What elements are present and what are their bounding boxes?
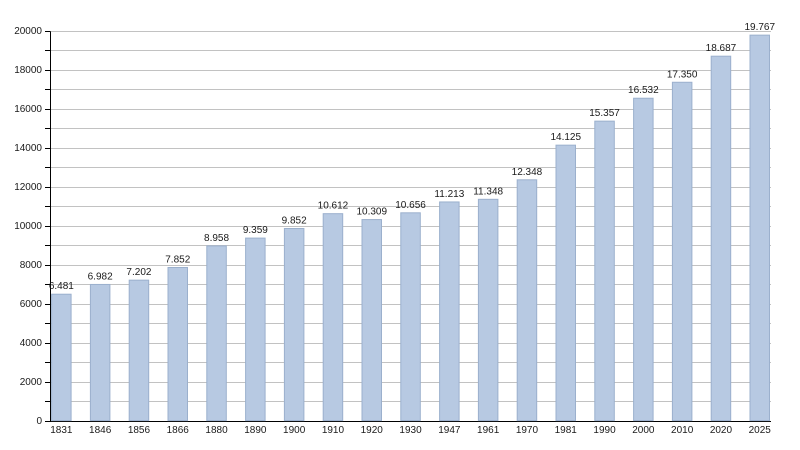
- svg-text:6.982: 6.982: [88, 272, 113, 283]
- svg-text:15.357: 15.357: [589, 108, 620, 119]
- svg-text:1930: 1930: [399, 425, 422, 436]
- svg-text:20000: 20000: [14, 26, 42, 37]
- svg-text:16000: 16000: [14, 104, 42, 115]
- svg-text:18000: 18000: [14, 65, 42, 76]
- svg-text:12.348: 12.348: [512, 167, 543, 178]
- svg-text:19.767: 19.767: [744, 22, 775, 33]
- svg-text:1961: 1961: [477, 425, 500, 436]
- svg-text:2025: 2025: [749, 425, 772, 436]
- svg-text:9.359: 9.359: [243, 225, 268, 236]
- svg-text:6000: 6000: [20, 299, 43, 310]
- svg-text:2010: 2010: [671, 425, 694, 436]
- svg-text:14000: 14000: [14, 143, 42, 154]
- svg-text:10.612: 10.612: [318, 201, 349, 212]
- svg-text:18.687: 18.687: [706, 43, 737, 54]
- svg-text:8.958: 8.958: [204, 233, 229, 244]
- svg-text:1947: 1947: [438, 425, 461, 436]
- svg-text:14.125: 14.125: [550, 132, 581, 143]
- svg-text:2000: 2000: [20, 377, 43, 388]
- svg-text:10.309: 10.309: [356, 207, 387, 218]
- svg-text:9.852: 9.852: [282, 216, 307, 227]
- svg-text:1981: 1981: [555, 425, 578, 436]
- svg-text:1856: 1856: [128, 425, 151, 436]
- svg-text:8000: 8000: [20, 260, 43, 271]
- svg-text:2000: 2000: [632, 425, 655, 436]
- svg-text:1880: 1880: [205, 425, 228, 436]
- svg-text:1910: 1910: [322, 425, 345, 436]
- svg-text:1970: 1970: [516, 425, 539, 436]
- svg-text:16.532: 16.532: [628, 85, 659, 96]
- svg-text:1890: 1890: [244, 425, 267, 436]
- svg-text:1846: 1846: [89, 425, 112, 436]
- svg-text:17.350: 17.350: [667, 69, 698, 80]
- svg-text:1831: 1831: [50, 425, 73, 436]
- svg-text:1990: 1990: [593, 425, 616, 436]
- svg-text:11.213: 11.213: [434, 189, 464, 200]
- svg-text:1920: 1920: [361, 425, 384, 436]
- svg-text:1900: 1900: [283, 425, 306, 436]
- svg-text:1866: 1866: [167, 425, 190, 436]
- svg-text:7.202: 7.202: [126, 267, 151, 278]
- svg-text:6.481: 6.481: [49, 281, 74, 292]
- svg-text:10.656: 10.656: [395, 200, 426, 211]
- svg-text:2020: 2020: [710, 425, 733, 436]
- svg-text:7.852: 7.852: [165, 255, 190, 266]
- svg-text:12000: 12000: [14, 182, 42, 193]
- svg-text:4000: 4000: [20, 338, 43, 349]
- svg-text:0: 0: [36, 416, 42, 427]
- svg-text:11.348: 11.348: [473, 186, 503, 197]
- svg-text:10000: 10000: [14, 221, 42, 232]
